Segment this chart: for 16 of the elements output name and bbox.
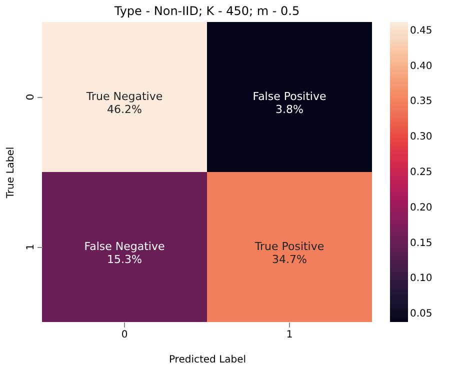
x-axis-title: Predicted Label: [168, 354, 246, 366]
color-bar-label: 0.45: [410, 25, 432, 36]
color-bar-label: 0.25: [410, 167, 432, 178]
y-axis-title: True Label: [6, 146, 16, 200]
color-bar-label: 0.15: [410, 238, 432, 249]
data-label: False Positive 3.8%: [252, 90, 326, 116]
color-bar-label: 0.10: [410, 273, 432, 284]
data-label: True Negative 46.2%: [85, 90, 163, 116]
color-bar-label: 0.35: [410, 96, 432, 108]
color-bar-label: 0.40: [410, 60, 432, 72]
color-bar-label: 0.30: [410, 132, 432, 143]
data-label: True Positive 34.7%: [254, 240, 324, 266]
chart-title: Type - Non-IID; K - 450; m - 0.5: [113, 4, 300, 18]
color-bar-label: 0.05: [410, 308, 432, 320]
data-label: False Negative 15.3%: [84, 240, 165, 266]
color-bar-label: 0.20: [410, 202, 432, 214]
